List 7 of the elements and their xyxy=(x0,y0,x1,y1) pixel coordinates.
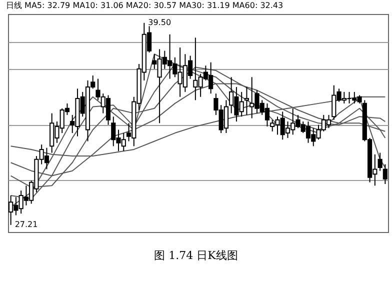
annotation: 27.21 xyxy=(14,220,38,229)
caption: 图 1.74 日K线图 xyxy=(153,248,239,263)
candlestick xyxy=(378,152,382,172)
annotation: 39.50 xyxy=(148,18,172,27)
candlestick xyxy=(244,86,250,116)
chart-title: 日线 MA5: 32.79 MA10: 31.06 MA20: 30.57 MA30: 31.19 MA60: 32.43 xyxy=(6,1,284,10)
candlestick xyxy=(382,164,388,184)
